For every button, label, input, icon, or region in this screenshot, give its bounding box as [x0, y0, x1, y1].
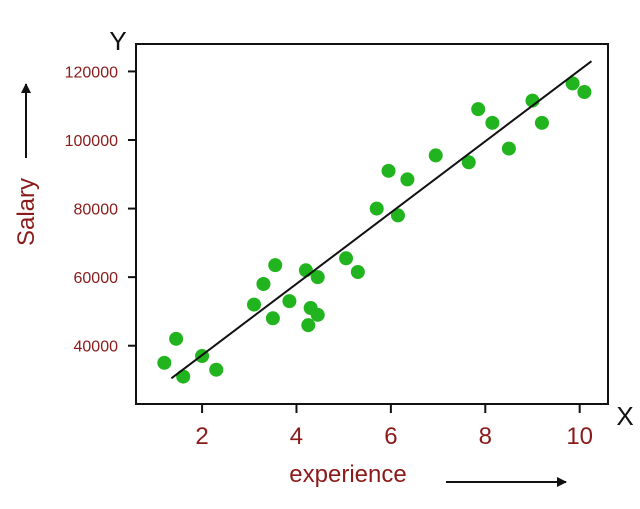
x-tick-label: 6 — [384, 423, 397, 450]
data-point — [350, 265, 365, 279]
data-point — [256, 277, 271, 291]
x-axis-letter: X — [616, 401, 633, 431]
data-point — [565, 76, 580, 91]
x-tick-label: 4 — [290, 423, 303, 450]
data-point — [268, 258, 283, 273]
x-tick-label: 8 — [479, 423, 492, 450]
data-point — [157, 355, 172, 370]
y-tick-label: 100000 — [65, 133, 118, 150]
data-point — [471, 102, 486, 117]
data-point — [381, 163, 396, 178]
data-point — [485, 115, 500, 130]
data-point — [534, 115, 549, 130]
x-tick-label: 2 — [195, 423, 208, 450]
y-tick-label: 40000 — [74, 339, 119, 356]
data-point — [501, 141, 516, 156]
regression-line — [170, 60, 593, 380]
y-ticks: 40000 60000 80000 100000 120000 — [65, 64, 136, 356]
data-point — [247, 297, 261, 312]
data-point — [339, 251, 354, 266]
data-point — [301, 318, 316, 333]
data-point — [428, 148, 443, 163]
data-point — [390, 208, 405, 223]
y-tick-label: 120000 — [65, 64, 118, 81]
data-point — [577, 85, 592, 99]
data-point — [265, 311, 280, 326]
x-axis-label: experience — [289, 461, 406, 488]
y-axis-label: Salary — [13, 178, 40, 246]
y-tick-label: 60000 — [74, 270, 119, 287]
y-tick-label: 80000 — [74, 202, 119, 219]
data-point — [461, 155, 476, 170]
data-point — [282, 294, 297, 309]
data-points — [157, 76, 592, 384]
data-point — [176, 369, 191, 384]
data-point — [209, 362, 224, 377]
plot-frame — [135, 43, 609, 405]
y-axis-letter: Y — [109, 26, 126, 56]
x-tick-label: 10 — [566, 423, 593, 450]
data-point — [369, 201, 384, 216]
x-ticks: 2 4 6 8 10 — [195, 404, 593, 450]
data-point — [298, 263, 313, 278]
data-point — [169, 331, 184, 346]
data-point — [310, 307, 325, 322]
data-point — [400, 172, 415, 187]
data-point — [310, 270, 325, 285]
